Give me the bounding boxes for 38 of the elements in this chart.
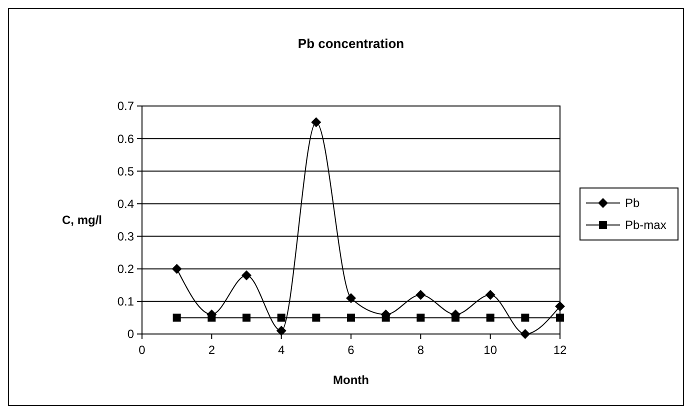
- x-tick-label: 12: [553, 343, 567, 357]
- point: [276, 326, 286, 336]
- x-tick-label: 10: [484, 343, 498, 357]
- point: [242, 270, 252, 280]
- legend-label: Pb-max: [625, 218, 666, 232]
- y-tick-label: 0.7: [117, 99, 134, 114]
- point: [556, 314, 564, 322]
- point: [520, 329, 530, 339]
- x-tick-label: 6: [348, 343, 355, 357]
- point: [312, 314, 320, 322]
- x-tick-label: 8: [417, 343, 424, 357]
- point: [172, 264, 182, 274]
- y-tick-label: 0.6: [117, 132, 134, 146]
- point: [416, 290, 426, 300]
- y-tick-label: 0: [127, 327, 134, 342]
- x-tick-label: 0: [138, 343, 146, 357]
- point: [347, 314, 355, 322]
- point: [242, 314, 250, 322]
- legend-label: Pb: [625, 196, 640, 210]
- point: [555, 301, 565, 312]
- point: [521, 314, 530, 322]
- y-tick-label: 0.5: [117, 164, 134, 178]
- y-tick-label: 0.3: [117, 229, 134, 244]
- chart-title: Pb concentration: [298, 36, 404, 51]
- point: [346, 293, 356, 304]
- point: [277, 314, 286, 322]
- x-tick-label: 4: [278, 343, 285, 357]
- y-tick-label: 0.4: [117, 196, 134, 211]
- point: [416, 314, 425, 322]
- x-tick-label: 2: [208, 343, 216, 357]
- y-axis-title: C, mg/l: [62, 213, 102, 227]
- point: [485, 290, 496, 300]
- y-tick-label: 0.2: [117, 262, 134, 276]
- y-tick-label: 0.1: [117, 294, 134, 309]
- x-axis-title: Month: [333, 373, 369, 387]
- point: [172, 314, 181, 322]
- point: [486, 314, 494, 322]
- point: [311, 117, 322, 128]
